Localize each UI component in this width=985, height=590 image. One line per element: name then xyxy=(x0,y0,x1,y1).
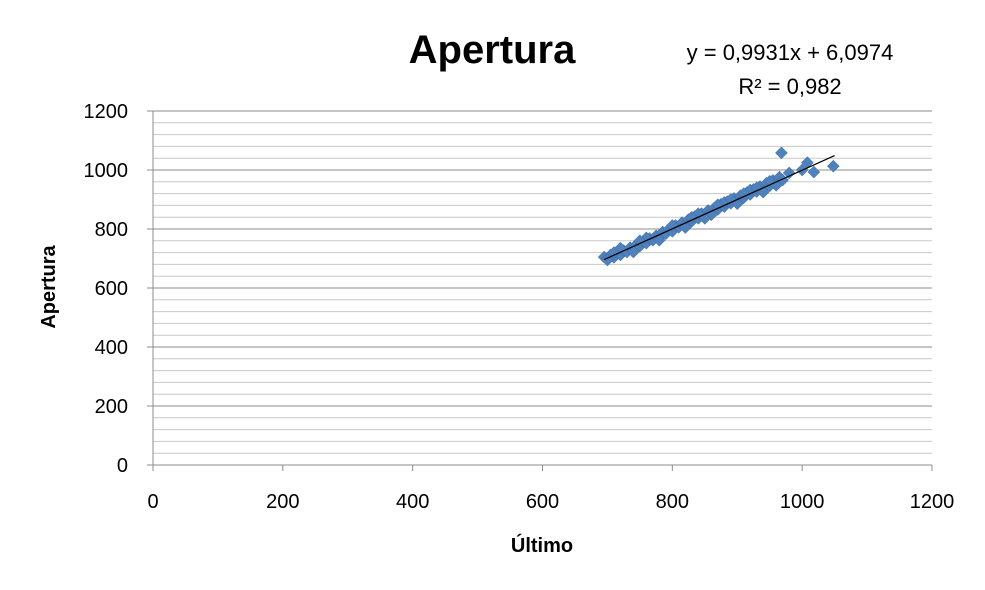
x-tick-label: 1000 xyxy=(780,491,825,513)
y-tick-label: 400 xyxy=(95,337,128,359)
data-points xyxy=(597,146,840,267)
data-point xyxy=(775,146,788,160)
x-tick-label: 800 xyxy=(656,491,689,513)
trendline xyxy=(603,155,835,261)
x-tick-label: 200 xyxy=(266,491,299,513)
y-tick-label: 1000 xyxy=(84,160,129,182)
y-axis-label: Apertura xyxy=(38,244,60,328)
x-tick-label: 600 xyxy=(526,491,559,513)
y-tick-label: 600 xyxy=(95,278,128,300)
r-squared-label: R² = 0,982 xyxy=(738,74,841,99)
x-tick-label: 400 xyxy=(396,491,429,513)
data-point xyxy=(607,246,621,259)
x-tick-labels: 0 200 400 600 800 1000 1200 xyxy=(147,491,954,513)
data-point xyxy=(782,166,796,180)
data-point xyxy=(711,198,725,212)
axes xyxy=(147,110,933,471)
y-tick-labels: 0 200 400 600 800 1000 1200 xyxy=(84,101,129,477)
data-point xyxy=(665,219,679,232)
data-point xyxy=(652,233,666,247)
y-tick-label: 1200 xyxy=(84,101,129,123)
chart-title: Apertura xyxy=(409,28,576,72)
minor-gridlines xyxy=(153,122,932,454)
x-axis-label: Último xyxy=(511,533,573,557)
data-point xyxy=(737,187,751,200)
trendline-equation: y = 0,9931x + 6,0974 xyxy=(687,40,894,65)
data-point xyxy=(685,210,699,224)
y-tick-label: 200 xyxy=(95,396,128,418)
x-tick-label: 1200 xyxy=(910,491,955,513)
data-point xyxy=(750,181,764,195)
major-gridlines xyxy=(153,110,932,407)
data-point xyxy=(724,193,738,206)
data-point xyxy=(633,234,647,248)
x-tick-label: 0 xyxy=(147,491,158,513)
y-tick-label: 800 xyxy=(95,219,128,241)
data-point xyxy=(807,165,821,179)
y-tick-label: 0 xyxy=(117,455,128,477)
data-point xyxy=(826,159,840,173)
data-point xyxy=(627,245,640,259)
data-point xyxy=(801,156,814,169)
